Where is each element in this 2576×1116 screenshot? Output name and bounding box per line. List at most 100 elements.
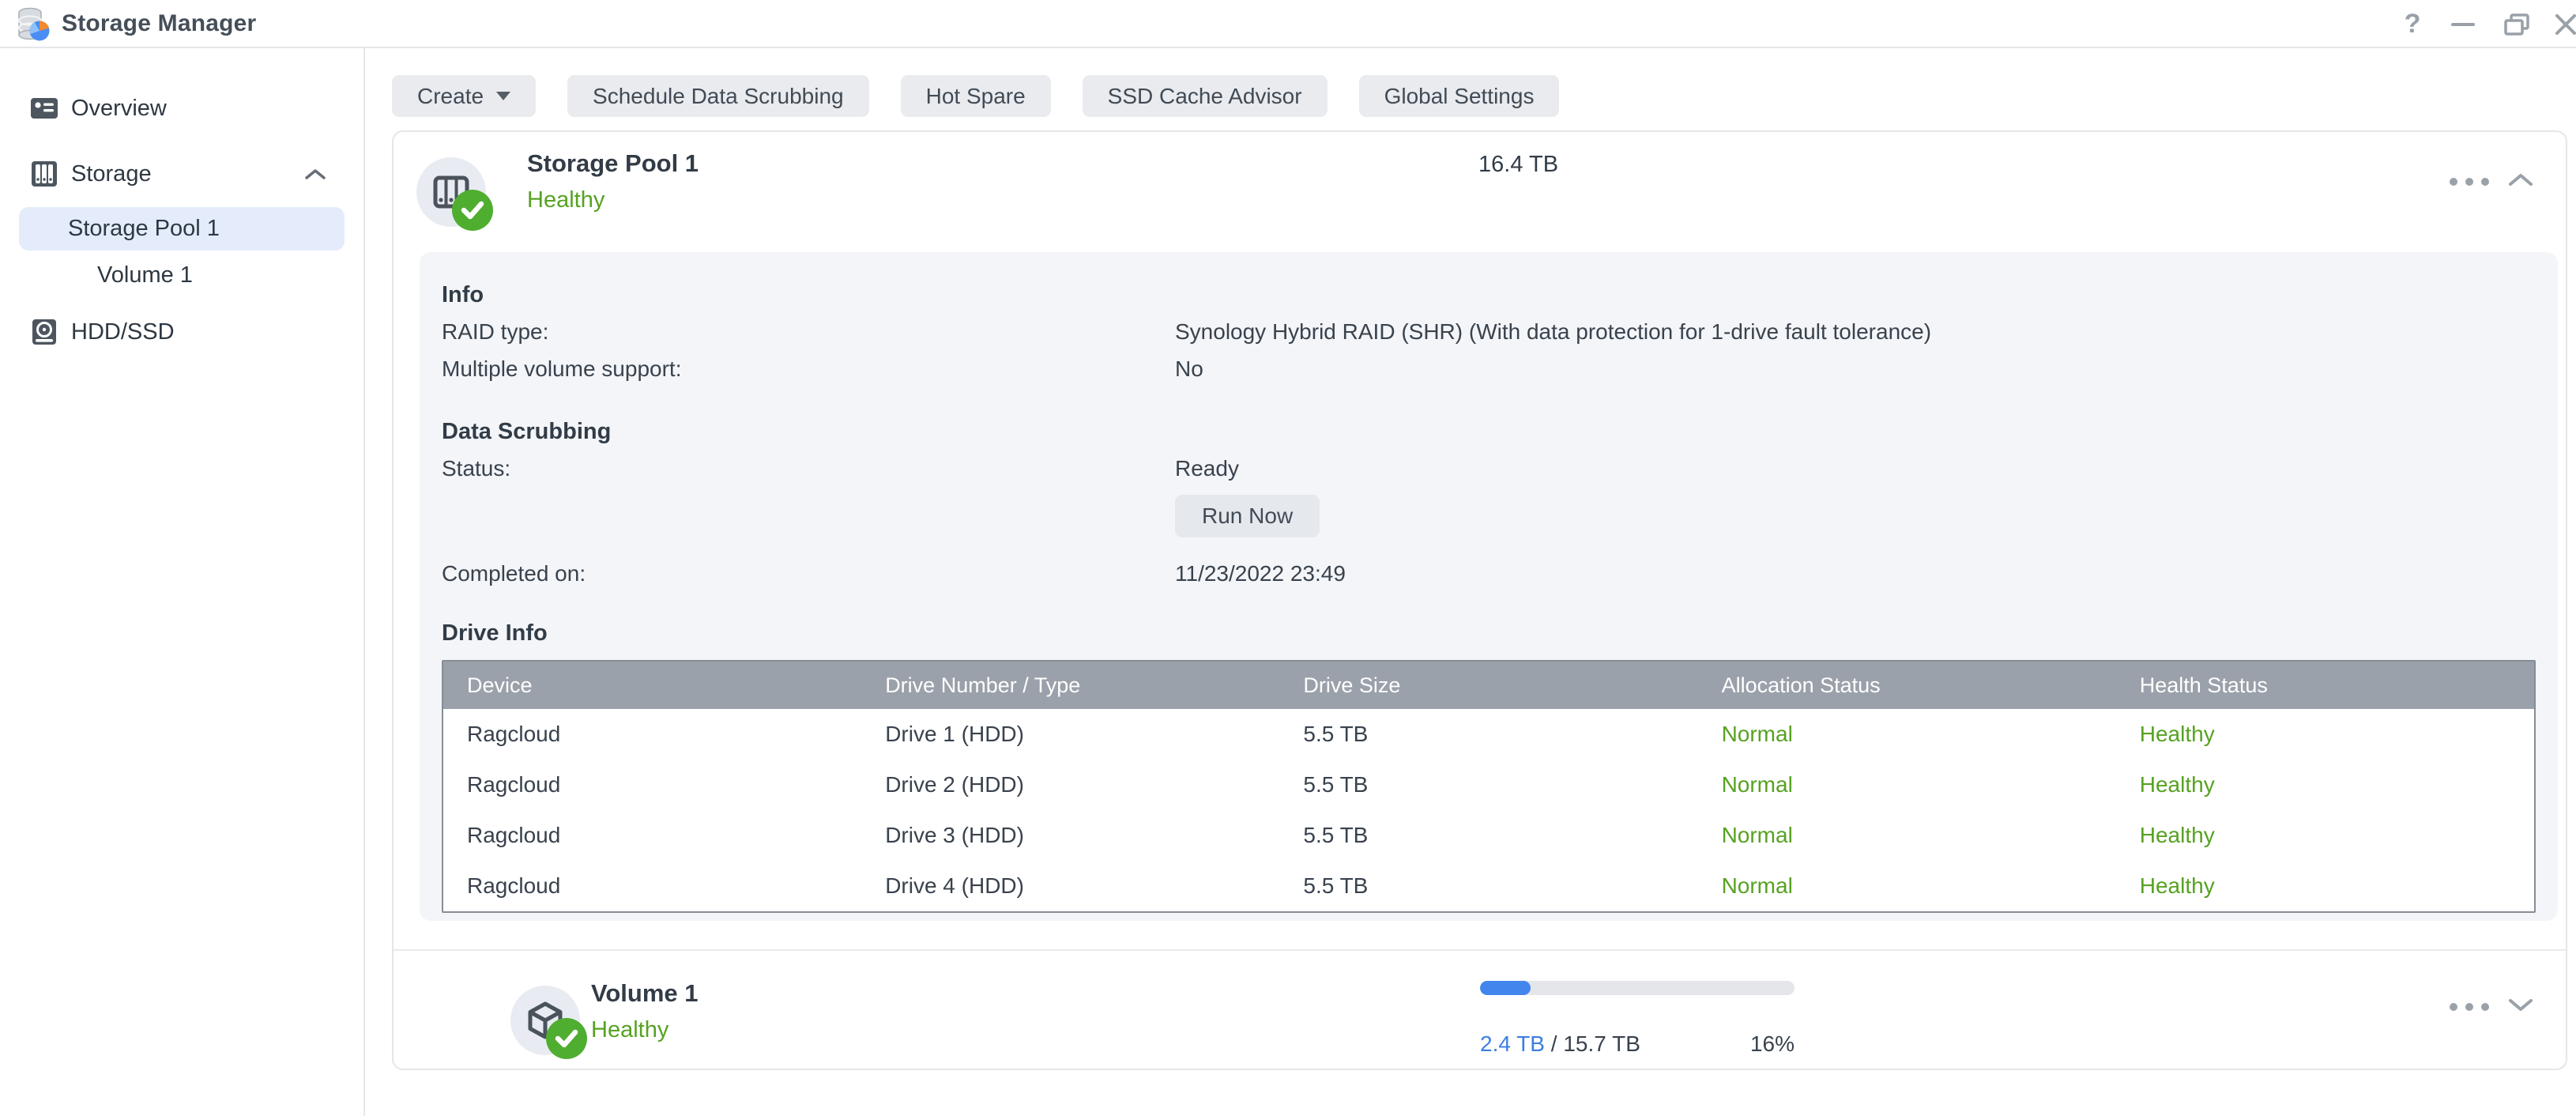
cell-drive-size: 5.5 TB [1303, 722, 1369, 746]
minimize-icon[interactable] [2446, 0, 2480, 48]
storage-pool-header: Storage Pool 1 Healthy 16.4 TB [394, 132, 2566, 252]
sidebar-item-label: HDD/SSD [71, 319, 175, 345]
chevron-up-icon[interactable] [304, 168, 326, 181]
volume-expand-chevron-down-icon[interactable] [2507, 997, 2534, 1013]
volume-usage-fill [1480, 981, 1531, 995]
cell-health-status: Healthy [2139, 873, 2215, 898]
raid-type-label: RAID type: [442, 319, 549, 344]
hot-spare-button[interactable]: Hot Spare [900, 75, 1051, 117]
cell-device: Ragcloud [467, 823, 561, 847]
hdd-ssd-icon [32, 319, 56, 345]
close-icon[interactable] [2548, 0, 2576, 48]
healthy-check-icon [452, 190, 493, 231]
dropdown-caret-icon [496, 92, 511, 100]
storage-manager-app-icon [18, 7, 50, 41]
create-button-label: Create [417, 83, 484, 108]
pool-collapse-chevron-up-icon[interactable] [2507, 172, 2534, 188]
info-heading: Info [442, 282, 484, 307]
raid-type-value: Synology Hybrid RAID (SHR) (With data pr… [1175, 319, 1932, 344]
main-content: Create Schedule Data Scrubbing Hot Spare… [365, 48, 2576, 1116]
volume-status: Healthy [591, 1017, 669, 1042]
cell-drive-size: 5.5 TB [1303, 823, 1369, 847]
volume-usage: 2.4 TB / 15.7 TB 16% [1480, 981, 1795, 1057]
multiple-volume-label: Multiple volume support: [442, 356, 682, 381]
storage-icon [32, 161, 57, 187]
pool-detail-panel: Info RAID type: Synology Hybrid RAID (SH… [420, 252, 2558, 921]
col-drive-number: Drive Number / Type [885, 673, 1081, 697]
cell-allocation-status: Normal [1721, 722, 1793, 746]
drive-table-header: Device Drive Number / Type Drive Size Al… [443, 662, 2534, 709]
cell-device: Ragcloud [467, 772, 561, 797]
used-capacity[interactable]: 2.4 TB [1480, 1031, 1545, 1056]
storage-pool-card: Storage Pool 1 Healthy 16.4 TB Info RAID… [392, 130, 2567, 1070]
volume-more-actions-icon[interactable] [2450, 1003, 2489, 1011]
storage-pool-status: Healthy [527, 187, 605, 213]
sidebar-item-storage[interactable]: Storage [0, 153, 363, 194]
col-device: Device [467, 673, 533, 697]
completed-on-label: Completed on: [442, 561, 586, 586]
sidebar-item-label: Overview [71, 95, 167, 121]
drive-info-heading: Drive Info [442, 620, 548, 646]
create-button[interactable]: Create [392, 75, 537, 117]
cell-health-status: Healthy [2139, 823, 2215, 847]
storage-pool-title: Storage Pool 1 [527, 149, 699, 177]
cell-drive-size: 5.5 TB [1303, 873, 1369, 898]
storage-pool-badge [416, 157, 493, 231]
usage-text: 2.4 TB / 15.7 TB [1480, 1031, 1640, 1057]
cell-device: Ragcloud [467, 873, 561, 898]
schedule-data-scrubbing-button[interactable]: Schedule Data Scrubbing [567, 75, 869, 117]
overview-icon [31, 98, 58, 119]
sidebar-item-storage-pool-1[interactable]: Storage Pool 1 [19, 207, 345, 251]
total-capacity: 15.7 TB [1563, 1031, 1640, 1056]
usage-separator: / [1544, 1031, 1564, 1056]
title-bar: Storage Manager ? [0, 0, 2576, 48]
scrub-status-label: Status: [442, 456, 511, 481]
storage-pool-capacity: 16.4 TB [1478, 152, 1559, 177]
col-drive-size: Drive Size [1303, 673, 1401, 697]
sidebar-item-hdd-ssd[interactable]: HDD/SSD [0, 311, 363, 353]
cell-allocation-status: Normal [1721, 772, 1793, 797]
table-row[interactable]: Ragcloud Drive 3 (HDD) 5.5 TB Normal Hea… [443, 810, 2534, 861]
drive-info-table: Device Drive Number / Type Drive Size Al… [442, 660, 2536, 913]
sidebar: Overview Storage Storage Pool 1 Volume 1 [0, 48, 365, 1116]
toolbar: Create Schedule Data Scrubbing Hot Spare… [392, 75, 2569, 117]
col-health-status: Health Status [2139, 673, 2268, 697]
usage-percent: 16% [1749, 1031, 1795, 1056]
cell-health-status: Healthy [2139, 772, 2215, 797]
app-title: Storage Manager [62, 10, 257, 36]
table-row[interactable]: Ragcloud Drive 4 (HDD) 5.5 TB Normal Hea… [443, 861, 2534, 911]
table-row[interactable]: Ragcloud Drive 1 (HDD) 5.5 TB Normal Hea… [443, 709, 2534, 760]
healthy-check-icon [546, 1018, 587, 1059]
completed-on-value: 11/23/2022 23:49 [1175, 561, 1346, 586]
usage-progress-track [1480, 981, 1795, 995]
table-row[interactable]: Ragcloud Drive 2 (HDD) 5.5 TB Normal Hea… [443, 760, 2534, 810]
sidebar-item-label: Volume 1 [97, 262, 193, 288]
multiple-volume-value: No [1175, 356, 1203, 381]
pool-more-actions-icon[interactable] [2450, 178, 2489, 186]
cell-drive-number: Drive 3 (HDD) [885, 823, 1024, 847]
sidebar-item-label: Storage [71, 160, 152, 187]
cell-health-status: Healthy [2139, 722, 2215, 746]
cell-drive-number: Drive 4 (HDD) [885, 873, 1024, 898]
cell-device: Ragcloud [467, 722, 561, 746]
cell-drive-number: Drive 2 (HDD) [885, 772, 1024, 797]
cell-allocation-status: Normal [1721, 823, 1793, 847]
global-settings-button[interactable]: Global Settings [1358, 75, 1560, 117]
cell-drive-size: 5.5 TB [1303, 772, 1369, 797]
volume-row: Volume 1 Healthy 2.4 TB / 15.7 TB 16% [394, 949, 2566, 1069]
sidebar-item-label: Storage Pool 1 [68, 216, 220, 241]
help-icon[interactable]: ? [2404, 9, 2421, 39]
scrub-status-value: Ready [1175, 456, 1239, 481]
sidebar-item-overview[interactable]: Overview [0, 88, 363, 129]
cell-allocation-status: Normal [1721, 873, 1793, 898]
cell-drive-number: Drive 1 (HDD) [885, 722, 1024, 746]
data-scrubbing-heading: Data Scrubbing [442, 419, 612, 444]
sidebar-item-volume-1[interactable]: Volume 1 [0, 254, 363, 296]
volume-title: Volume 1 [591, 979, 699, 1007]
restore-icon[interactable] [2499, 0, 2534, 48]
col-allocation-status: Allocation Status [1721, 673, 1881, 697]
run-now-button[interactable]: Run Now [1175, 495, 1320, 537]
volume-badge [510, 986, 587, 1059]
volume-cube-icon [528, 1001, 563, 1039]
ssd-cache-advisor-button[interactable]: SSD Cache Advisor [1082, 75, 1328, 117]
